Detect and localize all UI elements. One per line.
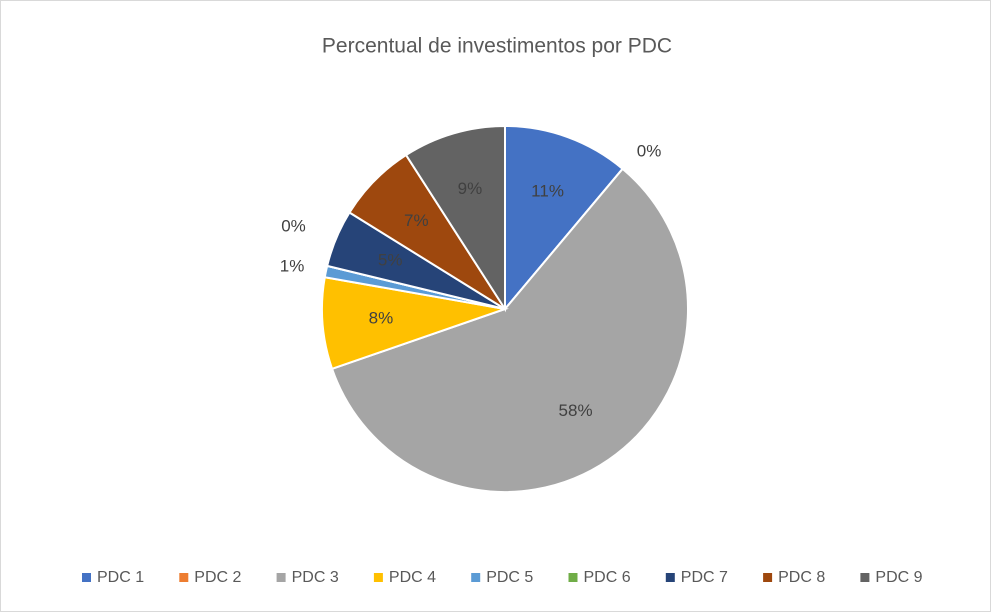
data-label: 1% [280, 256, 305, 275]
legend-label: PDC 9 [875, 569, 922, 586]
data-label: 11% [531, 182, 564, 201]
legend-swatch [471, 573, 481, 582]
legend-swatch [276, 573, 286, 582]
pie-slice [330, 167, 689, 493]
pie-slice [404, 124, 506, 313]
legend-label: PDC 8 [778, 569, 825, 586]
legend-label: PDC 5 [486, 569, 533, 586]
legend-swatch [665, 573, 675, 582]
legend-swatch [860, 573, 870, 582]
pie-slice [321, 276, 509, 371]
legend-label: PDC 7 [681, 569, 728, 586]
legend-swatch [179, 573, 189, 582]
data-label: 7% [404, 211, 429, 230]
legend-label: PDC 6 [584, 569, 631, 586]
data-label: 0% [637, 141, 662, 160]
data-label: 9% [458, 179, 483, 198]
legend-swatch [763, 573, 773, 582]
legend-swatch [82, 573, 91, 582]
legend-label: PDC 3 [292, 569, 339, 586]
chart-title: Percentual de investimentos por PDC [322, 35, 672, 58]
legend-label: PDC 2 [194, 569, 241, 586]
data-label: 8% [369, 308, 394, 327]
data-label: 5% [378, 250, 403, 269]
data-label: 0% [281, 216, 306, 235]
legend-label: PDC 1 [97, 569, 144, 586]
pie-slice [504, 124, 625, 312]
legend-swatch [568, 573, 578, 582]
legend-label: PDC 4 [389, 569, 436, 586]
data-label: 58% [559, 401, 593, 420]
legend-swatch [373, 573, 383, 582]
